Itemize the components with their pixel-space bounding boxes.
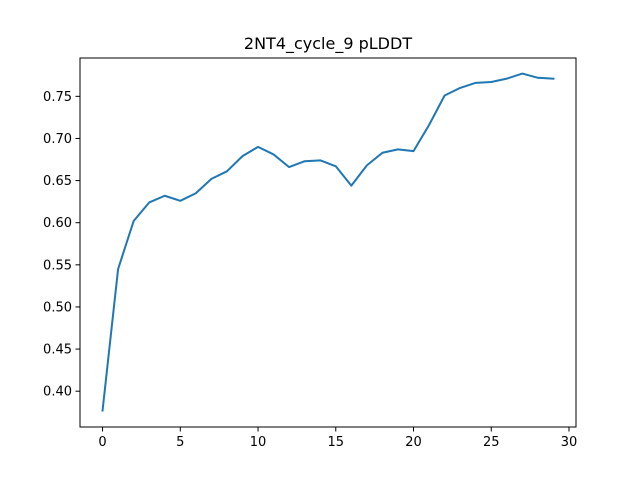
axes-frame: [79, 57, 577, 428]
x-tick-label: 0: [98, 435, 106, 450]
y-tick-label: 0.75: [43, 90, 72, 105]
y-tick-label: 0.45: [43, 343, 72, 358]
plot-area: 0 5 10 15 20 25 30 0.40 0.45 0.50 0.55 0.60 0.65 0.70…: [43, 57, 578, 450]
x-tick-label: 5: [176, 435, 184, 450]
x-tick-label: 30: [561, 435, 578, 450]
x-tick-label: 25: [483, 435, 500, 450]
y-tick-label: 0.55: [43, 258, 72, 273]
x-tick-label: 20: [405, 435, 422, 450]
x-tick-label: 15: [328, 435, 345, 450]
y-tick-label: 0.65: [43, 174, 72, 189]
y-tick-label: 0.60: [43, 216, 72, 231]
x-tick-label: 10: [250, 435, 267, 450]
y-tick-label: 0.50: [43, 300, 72, 315]
chart-title: 2NT4_cycle_9 pLDDT: [244, 34, 412, 54]
y-tick-label: 0.70: [43, 132, 72, 147]
y-tick-label: 0.40: [43, 385, 72, 400]
series-line-0: [101, 72, 555, 412]
